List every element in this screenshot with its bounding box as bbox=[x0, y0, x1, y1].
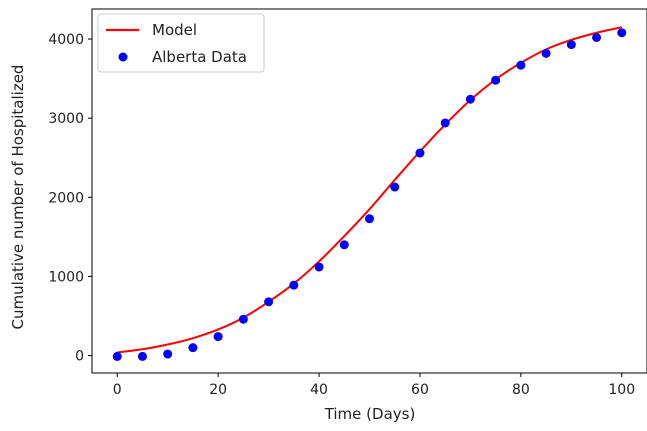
data-point bbox=[566, 40, 576, 50]
data-point bbox=[163, 349, 173, 359]
data-point bbox=[339, 240, 349, 250]
data-point bbox=[137, 351, 147, 361]
x-axis-label: Time (Days) bbox=[324, 405, 416, 423]
data-point bbox=[238, 314, 248, 324]
data-point bbox=[213, 332, 223, 342]
data-point bbox=[314, 262, 324, 272]
y-axis-label: Cumulative number of Hospitalized bbox=[9, 65, 27, 330]
data-point bbox=[617, 28, 627, 38]
legend: Model Alberta Data bbox=[97, 13, 265, 73]
data-point bbox=[112, 351, 122, 361]
data-point bbox=[289, 280, 299, 290]
data-point bbox=[541, 48, 551, 58]
data-point bbox=[390, 182, 400, 192]
data-point bbox=[491, 75, 501, 85]
y-tick-label: 1000 bbox=[48, 269, 84, 285]
data-point bbox=[365, 214, 374, 224]
data-point bbox=[264, 297, 274, 307]
x-tick-label: 20 bbox=[209, 382, 227, 398]
legend-data-swatch bbox=[118, 52, 128, 62]
alberta-data-series bbox=[112, 28, 627, 361]
x-tick-label: 60 bbox=[411, 382, 429, 398]
y-tick-label: 0 bbox=[75, 349, 84, 365]
x-tick-label: 40 bbox=[310, 382, 328, 398]
y-tick-label: 4000 bbox=[48, 32, 84, 48]
x-tick-label: 0 bbox=[113, 382, 122, 398]
data-point bbox=[592, 32, 602, 42]
model-series bbox=[117, 26, 622, 354]
y-tick-label: 2000 bbox=[48, 190, 84, 206]
axes bbox=[91, 8, 647, 374]
data-point bbox=[516, 60, 526, 70]
x-tick-label: 100 bbox=[608, 382, 635, 398]
x-tick-label: 80 bbox=[512, 382, 530, 398]
model-line bbox=[117, 26, 622, 354]
data-point bbox=[440, 118, 450, 128]
legend-model-label: Model bbox=[152, 21, 197, 39]
data-point bbox=[465, 94, 475, 104]
data-point bbox=[188, 343, 198, 353]
y-tick-label: 3000 bbox=[48, 111, 84, 127]
legend-data-label: Alberta Data bbox=[152, 48, 247, 66]
data-point bbox=[415, 148, 425, 158]
plot-frame bbox=[91, 8, 647, 374]
legend-box bbox=[97, 13, 265, 73]
